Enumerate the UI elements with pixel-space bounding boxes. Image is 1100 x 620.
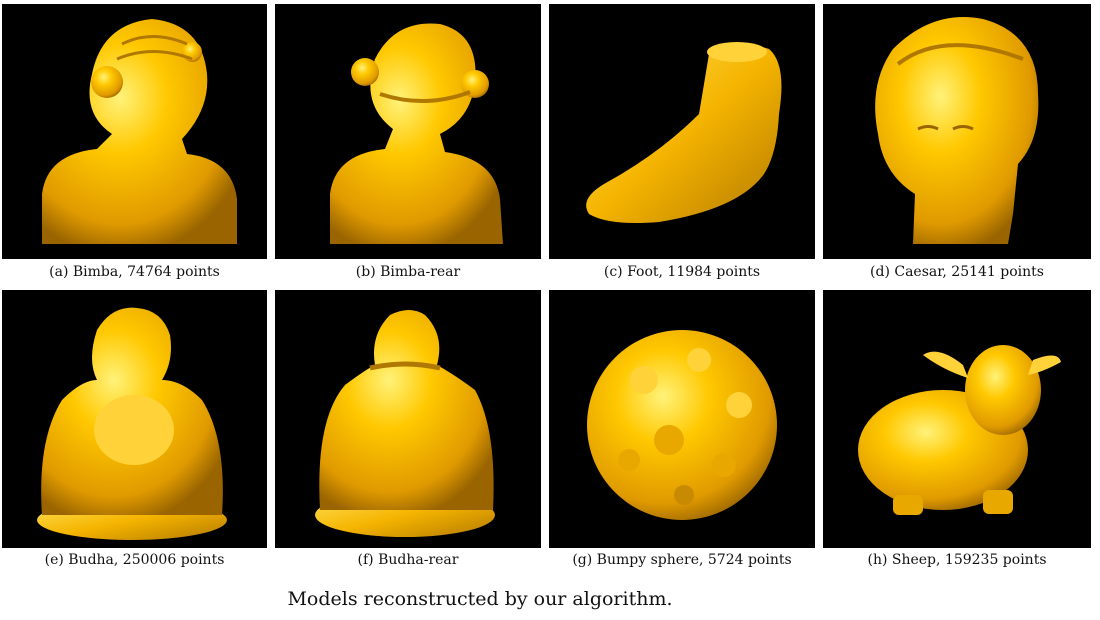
budha-front-model xyxy=(37,307,227,540)
caesar-model xyxy=(875,17,1039,244)
figure-b-bimba-rear xyxy=(275,4,541,259)
figure-b-caption: (b) Bimba-rear xyxy=(355,264,461,280)
figure-f-caption: (f) Budha-rear xyxy=(357,552,459,568)
bimba-rear-model xyxy=(330,23,503,244)
figure-a-caption: (a) Bimba, 74764 points xyxy=(49,264,220,280)
figure-a-bimba xyxy=(2,4,267,259)
figure-h-caption: (h) Sheep, 159235 points xyxy=(867,552,1047,568)
foot-model xyxy=(586,42,782,223)
figure-main-caption: Models reconstructed by our algorithm. xyxy=(287,588,673,610)
figure-d-caesar xyxy=(823,4,1091,259)
figure-f-budha-rear xyxy=(275,290,541,548)
figure-e-budha xyxy=(2,290,267,548)
figure-h-sheep xyxy=(823,290,1091,548)
budha-rear-model xyxy=(315,310,495,537)
figure-g-caption: (g) Bumpy sphere, 5724 points xyxy=(572,552,792,568)
bumpy-sphere-model xyxy=(587,330,777,520)
figure-d-caption: (d) Caesar, 25141 points xyxy=(870,264,1044,280)
figure-c-caption: (c) Foot, 11984 points xyxy=(603,264,761,280)
figure-g-bumpy-sphere xyxy=(549,290,815,548)
bimba-front-model xyxy=(42,19,237,244)
sheep-model xyxy=(858,345,1061,515)
figure-c-foot xyxy=(549,4,815,259)
figure-e-caption: (e) Budha, 250006 points xyxy=(44,552,225,568)
